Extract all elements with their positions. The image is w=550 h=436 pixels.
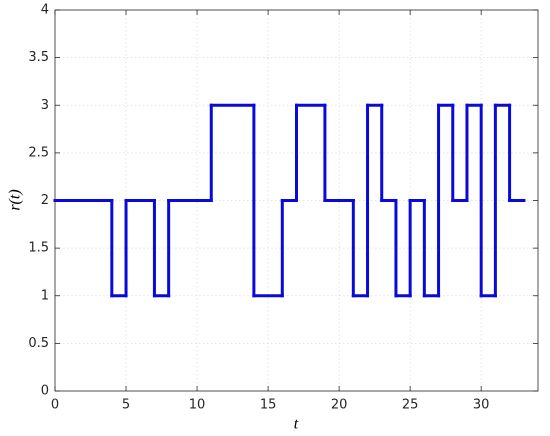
y-tick-label: 0.5	[28, 336, 49, 351]
x-tick-label: 25	[402, 398, 419, 413]
x-axis-label: t	[294, 416, 299, 433]
x-tick-label: 30	[473, 398, 490, 413]
x-tick-label: 10	[189, 398, 206, 413]
x-tick-label: 0	[51, 398, 59, 413]
y-tick-label: 3	[41, 98, 49, 113]
y-tick-label: 2.5	[28, 145, 49, 160]
x-tick-label: 20	[331, 398, 348, 413]
y-tick-label: 2	[41, 193, 49, 208]
y-axis-label: r(t)	[7, 189, 24, 210]
y-tick-label: 1.5	[28, 241, 49, 256]
y-tick-label: 4	[41, 3, 49, 18]
y-tick-label: 0	[41, 384, 49, 399]
x-tick-label: 15	[260, 398, 277, 413]
x-tick-label: 5	[122, 398, 130, 413]
y-tick-label: 1	[41, 288, 49, 303]
y-tick-label: 3.5	[28, 50, 49, 65]
